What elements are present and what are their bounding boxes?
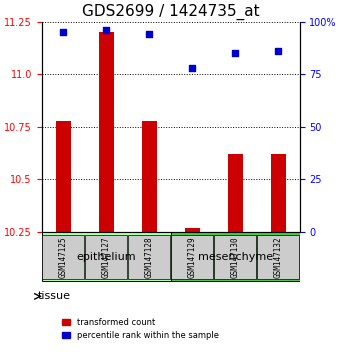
Point — [232, 50, 238, 56]
FancyBboxPatch shape — [86, 235, 127, 279]
FancyBboxPatch shape — [129, 235, 170, 279]
Point — [146, 32, 152, 37]
Text: GSM147130: GSM147130 — [231, 236, 240, 278]
FancyBboxPatch shape — [170, 232, 300, 281]
Text: GSM147128: GSM147128 — [145, 236, 154, 278]
FancyBboxPatch shape — [42, 232, 170, 281]
FancyBboxPatch shape — [214, 235, 256, 279]
Bar — [56, 121, 71, 232]
Title: GDS2699 / 1424735_at: GDS2699 / 1424735_at — [82, 4, 260, 21]
Legend: transformed count, percentile rank within the sample: transformed count, percentile rank withi… — [59, 314, 222, 343]
FancyBboxPatch shape — [172, 235, 213, 279]
Text: tissue: tissue — [37, 291, 70, 301]
FancyBboxPatch shape — [43, 235, 84, 279]
Bar — [271, 154, 286, 232]
Point — [60, 29, 66, 35]
Text: GSM147125: GSM147125 — [59, 236, 68, 278]
Point — [103, 27, 109, 33]
Point — [276, 48, 281, 54]
Bar — [142, 121, 157, 232]
FancyBboxPatch shape — [257, 235, 299, 279]
Text: GSM147132: GSM147132 — [273, 236, 283, 278]
Bar — [227, 154, 243, 232]
Text: GSM147129: GSM147129 — [188, 236, 197, 278]
Point — [189, 65, 195, 71]
Bar — [184, 228, 199, 232]
Text: mesenchyme: mesenchyme — [197, 252, 273, 262]
Text: epithelium: epithelium — [76, 252, 136, 262]
Bar — [99, 32, 114, 232]
Text: GSM147127: GSM147127 — [102, 236, 110, 278]
